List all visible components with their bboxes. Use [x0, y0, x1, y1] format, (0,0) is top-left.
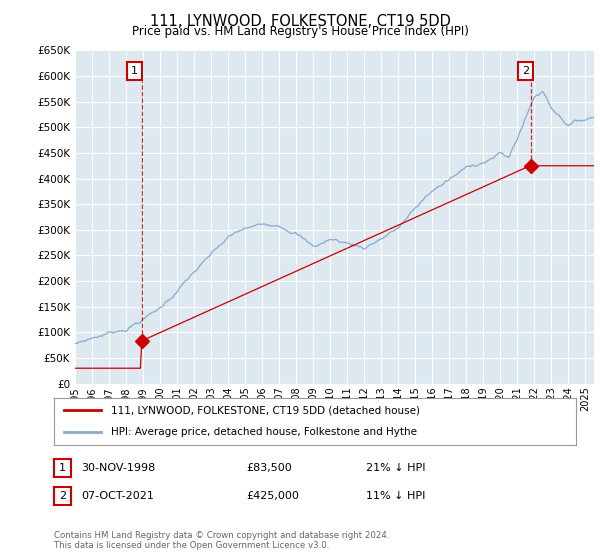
Text: 111, LYNWOOD, FOLKESTONE, CT19 5DD (detached house): 111, LYNWOOD, FOLKESTONE, CT19 5DD (deta… — [112, 405, 421, 416]
Text: 2: 2 — [523, 66, 529, 76]
Text: HPI: Average price, detached house, Folkestone and Hythe: HPI: Average price, detached house, Folk… — [112, 427, 418, 437]
Text: 2: 2 — [59, 491, 66, 501]
Text: £83,500: £83,500 — [246, 463, 292, 473]
Text: £425,000: £425,000 — [246, 491, 299, 501]
Text: Price paid vs. HM Land Registry's House Price Index (HPI): Price paid vs. HM Land Registry's House … — [131, 25, 469, 38]
Text: 30-NOV-1998: 30-NOV-1998 — [81, 463, 155, 473]
Text: 11% ↓ HPI: 11% ↓ HPI — [366, 491, 425, 501]
Text: 1: 1 — [59, 463, 66, 473]
Text: Contains HM Land Registry data © Crown copyright and database right 2024.
This d: Contains HM Land Registry data © Crown c… — [54, 530, 389, 550]
Text: 1: 1 — [131, 66, 138, 76]
Text: 21% ↓ HPI: 21% ↓ HPI — [366, 463, 425, 473]
Text: 111, LYNWOOD, FOLKESTONE, CT19 5DD: 111, LYNWOOD, FOLKESTONE, CT19 5DD — [149, 14, 451, 29]
Text: 07-OCT-2021: 07-OCT-2021 — [81, 491, 154, 501]
